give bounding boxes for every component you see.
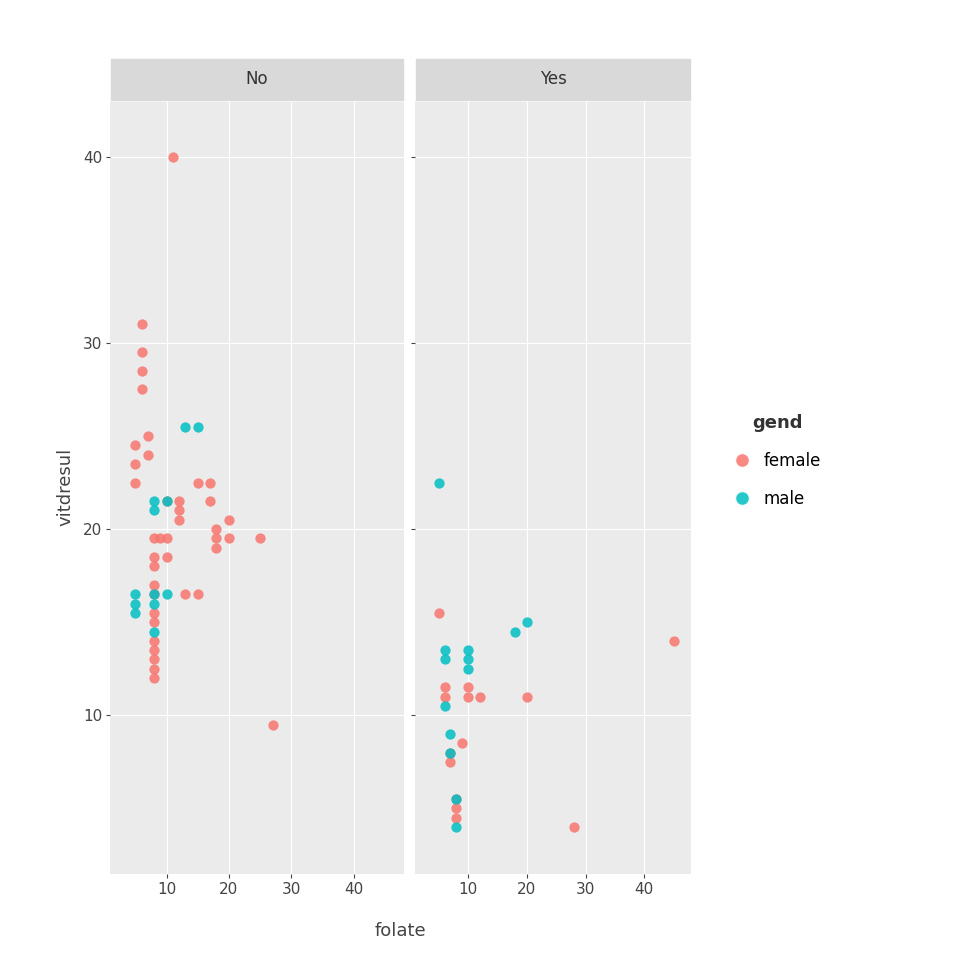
Point [128,456,143,471]
Point [209,531,225,546]
Point [461,661,476,677]
Point [140,428,156,444]
Point [190,475,205,491]
Point [147,587,162,602]
Point [222,512,237,527]
Point [443,745,458,760]
Point [472,689,488,705]
Point [190,587,205,602]
Point [666,634,682,649]
Text: Yes: Yes [540,70,566,88]
Point [252,531,268,546]
Legend: female, male: female, male [714,394,841,528]
Point [437,698,452,713]
Point [222,531,237,546]
Point [134,317,150,332]
Text: folate: folate [375,923,426,940]
Point [448,791,464,806]
Point [431,605,446,620]
Point [443,727,458,742]
Y-axis label: vitdresul: vitdresul [57,448,74,526]
Point [172,493,187,509]
Point [128,605,143,620]
Point [134,363,150,378]
Point [437,642,452,658]
Point [448,820,464,835]
Point [165,149,180,164]
Point [147,614,162,630]
Point [159,531,175,546]
Point [443,755,458,770]
Point [461,689,476,705]
Point [147,559,162,574]
Point [147,661,162,677]
Point [461,680,476,695]
Point [437,689,452,705]
Point [128,596,143,612]
Point [159,549,175,564]
Point [203,475,218,491]
Point [147,642,162,658]
Point [203,493,218,509]
Point [128,475,143,491]
Point [147,587,162,602]
Point [128,438,143,453]
Point [448,810,464,826]
Point [178,419,193,434]
Point [134,345,150,360]
Point [265,717,280,732]
Point [172,512,187,527]
Point [147,652,162,667]
Point [153,531,168,546]
Point [431,475,446,491]
Point [454,735,469,751]
Point [147,596,162,612]
Point [134,382,150,397]
Point [178,587,193,602]
Point [437,680,452,695]
Point [448,791,464,806]
Point [209,540,225,556]
Point [147,670,162,685]
Point [159,493,175,509]
Point [147,531,162,546]
Point [147,549,162,564]
Point [147,503,162,518]
Point [508,624,523,639]
Point [448,801,464,816]
Point [147,577,162,592]
Point [159,587,175,602]
Point [147,605,162,620]
Point [566,820,582,835]
Point [461,642,476,658]
Point [519,614,535,630]
Point [190,419,205,434]
Point [159,493,175,509]
Point [461,652,476,667]
Point [443,745,458,760]
Point [519,689,535,705]
Point [172,503,187,518]
Point [128,587,143,602]
Text: No: No [246,70,269,88]
Point [147,493,162,509]
Point [209,521,225,537]
Point [147,624,162,639]
Point [437,652,452,667]
Point [140,447,156,463]
Point [147,634,162,649]
